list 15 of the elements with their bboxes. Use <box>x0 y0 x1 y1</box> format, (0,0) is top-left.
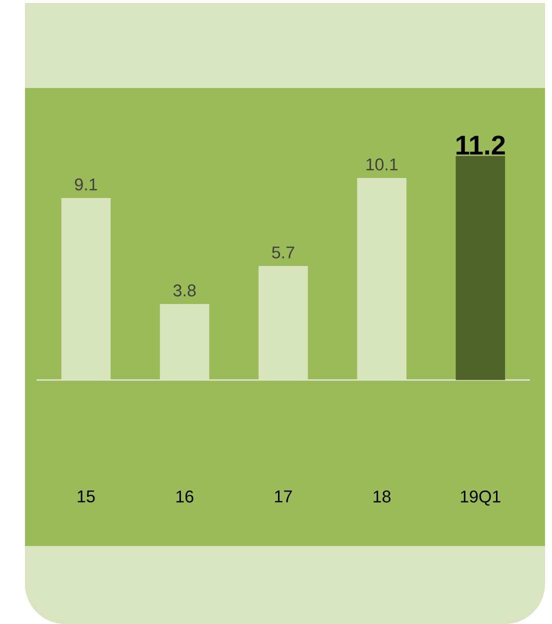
x-tick-label: 16 <box>176 490 194 503</box>
bar <box>456 156 506 380</box>
x-tick-label: 19Q1 <box>460 490 500 506</box>
bar <box>258 266 308 380</box>
data-label: 9.1 <box>74 178 97 190</box>
bar <box>357 178 406 380</box>
bar <box>160 304 210 380</box>
data-label: 5.7 <box>272 246 294 258</box>
data-label: 11.2 <box>456 136 505 154</box>
bar <box>61 198 111 380</box>
x-tick-label: 18 <box>374 490 391 503</box>
data-label: 10.1 <box>366 158 398 170</box>
data-label: 3.8 <box>173 284 196 296</box>
x-tick-label: 17 <box>275 490 292 502</box>
x-tick-label: 15 <box>78 490 95 502</box>
